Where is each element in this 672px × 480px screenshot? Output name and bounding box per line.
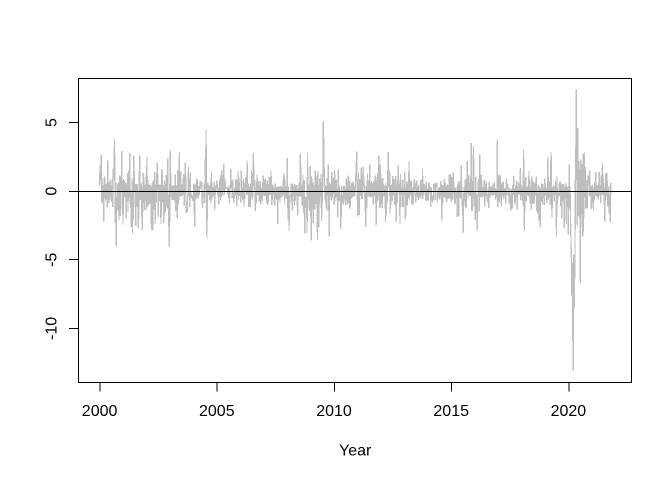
svg-text:2000: 2000 [82, 403, 118, 420]
svg-text:2010: 2010 [316, 403, 352, 420]
svg-text:-5: -5 [44, 253, 61, 267]
svg-text:-10: -10 [44, 317, 61, 340]
svg-text:2020: 2020 [551, 403, 587, 420]
svg-text:2005: 2005 [199, 403, 235, 420]
svg-text:5: 5 [44, 118, 61, 127]
svg-text:0: 0 [44, 187, 61, 196]
svg-text:2015: 2015 [433, 403, 469, 420]
svg-text:Year: Year [339, 443, 372, 460]
